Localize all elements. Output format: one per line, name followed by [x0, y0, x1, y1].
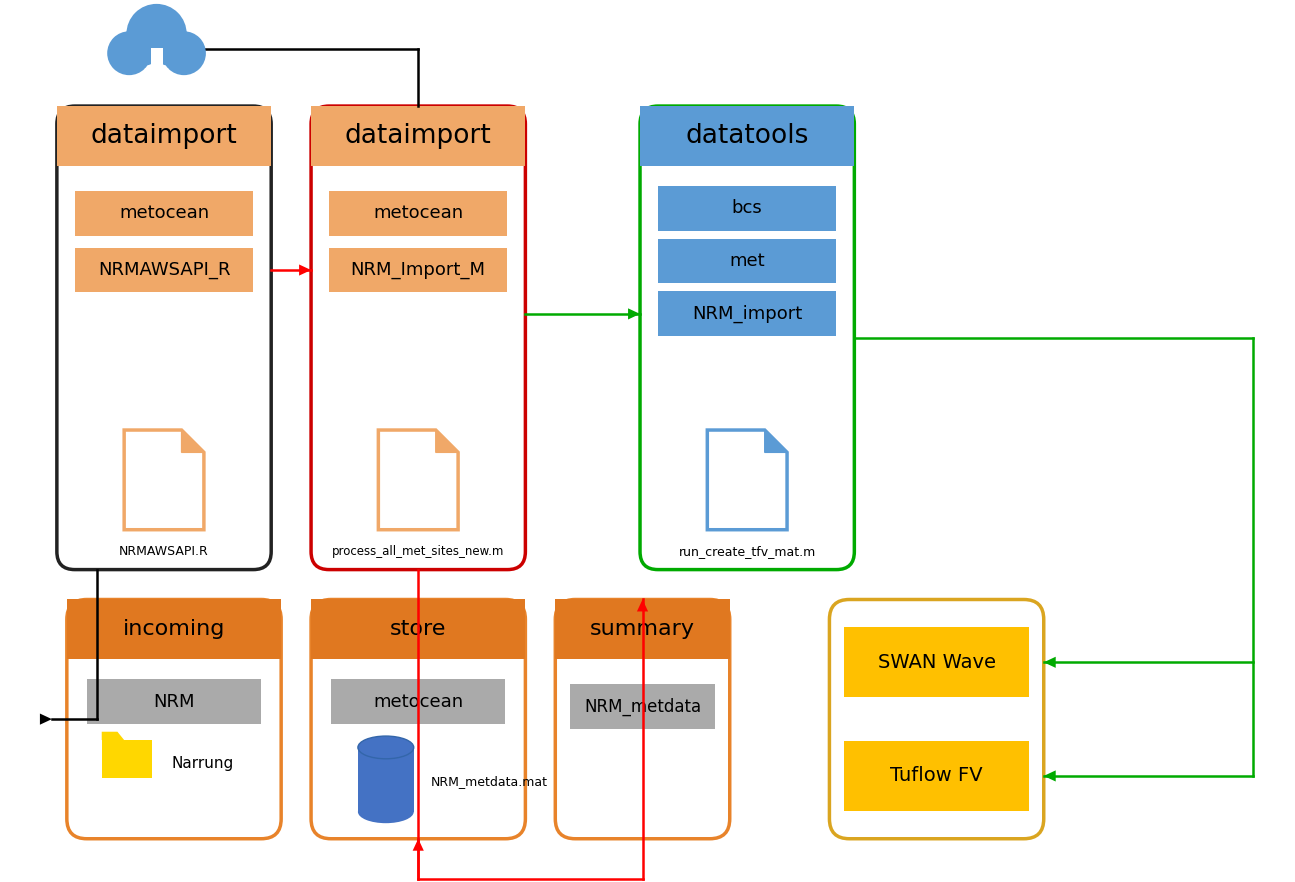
Polygon shape	[124, 430, 203, 530]
Text: run_create_tfv_mat.m: run_create_tfv_mat.m	[679, 545, 816, 558]
Text: Tuflow FV: Tuflow FV	[890, 766, 983, 786]
Bar	[329, 191, 508, 235]
FancyBboxPatch shape	[640, 106, 855, 570]
Bar	[311, 106, 526, 166]
FancyBboxPatch shape	[311, 600, 526, 839]
Text: SWAN Wave: SWAN Wave	[878, 653, 996, 672]
Bar	[844, 741, 1028, 811]
Text: process_all_met_sites_new.m: process_all_met_sites_new.m	[332, 545, 505, 558]
Text: dataimport: dataimport	[91, 123, 237, 149]
Text: store: store	[390, 619, 447, 639]
Bar	[332, 679, 505, 724]
Text: NRM_metdata.mat: NRM_metdata.mat	[431, 775, 548, 789]
Text: met: met	[729, 252, 765, 270]
Text: metocean: metocean	[119, 205, 208, 222]
Polygon shape	[765, 430, 787, 452]
FancyBboxPatch shape	[67, 600, 281, 839]
Text: summary: summary	[591, 619, 695, 639]
FancyBboxPatch shape	[57, 106, 271, 570]
Bar	[75, 248, 254, 293]
Bar	[844, 627, 1028, 697]
Polygon shape	[181, 430, 203, 452]
Text: dataimport: dataimport	[344, 123, 492, 149]
Text: metocean: metocean	[373, 205, 464, 222]
Bar	[556, 600, 730, 660]
Polygon shape	[1044, 770, 1055, 781]
FancyBboxPatch shape	[556, 600, 730, 839]
Text: NRMAWSAPI_R: NRMAWSAPI_R	[98, 261, 231, 279]
Bar	[658, 291, 837, 336]
Polygon shape	[707, 430, 787, 530]
Bar	[329, 248, 508, 293]
Circle shape	[149, 24, 192, 66]
Polygon shape	[186, 43, 198, 55]
FancyBboxPatch shape	[829, 600, 1044, 839]
Text: NRM_metdata: NRM_metdata	[584, 698, 701, 716]
Polygon shape	[1044, 657, 1055, 668]
Circle shape	[107, 31, 152, 75]
Bar	[75, 191, 254, 235]
FancyBboxPatch shape	[311, 106, 526, 570]
Circle shape	[162, 31, 206, 75]
Bar	[87, 679, 262, 724]
Bar	[67, 600, 281, 660]
Text: NRM_import: NRM_import	[692, 305, 803, 323]
Bar	[658, 186, 837, 231]
Text: NRM: NRM	[153, 692, 194, 711]
Bar	[570, 684, 715, 729]
Bar	[57, 106, 271, 166]
Polygon shape	[378, 430, 458, 530]
Text: metocean: metocean	[373, 692, 464, 711]
Text: datatools: datatools	[685, 123, 809, 149]
Circle shape	[127, 4, 186, 64]
Text: NRMAWSAPI.R: NRMAWSAPI.R	[119, 545, 208, 558]
Polygon shape	[413, 839, 423, 851]
Polygon shape	[145, 68, 168, 84]
Bar	[640, 106, 855, 166]
Text: bcs: bcs	[732, 199, 763, 217]
Bar	[357, 747, 413, 811]
Polygon shape	[436, 430, 458, 452]
Polygon shape	[628, 309, 640, 319]
Polygon shape	[299, 265, 311, 275]
Bar	[102, 740, 152, 778]
Ellipse shape	[357, 801, 413, 823]
Text: Narrung: Narrung	[171, 757, 234, 772]
Text: NRM_Import_M: NRM_Import_M	[351, 261, 486, 279]
Bar	[658, 239, 837, 283]
Polygon shape	[102, 732, 124, 740]
Ellipse shape	[357, 736, 413, 759]
Text: incoming: incoming	[123, 619, 225, 639]
Bar	[150, 48, 163, 68]
Polygon shape	[40, 714, 52, 725]
Polygon shape	[637, 600, 648, 611]
Circle shape	[122, 24, 163, 66]
Bar	[311, 600, 526, 660]
